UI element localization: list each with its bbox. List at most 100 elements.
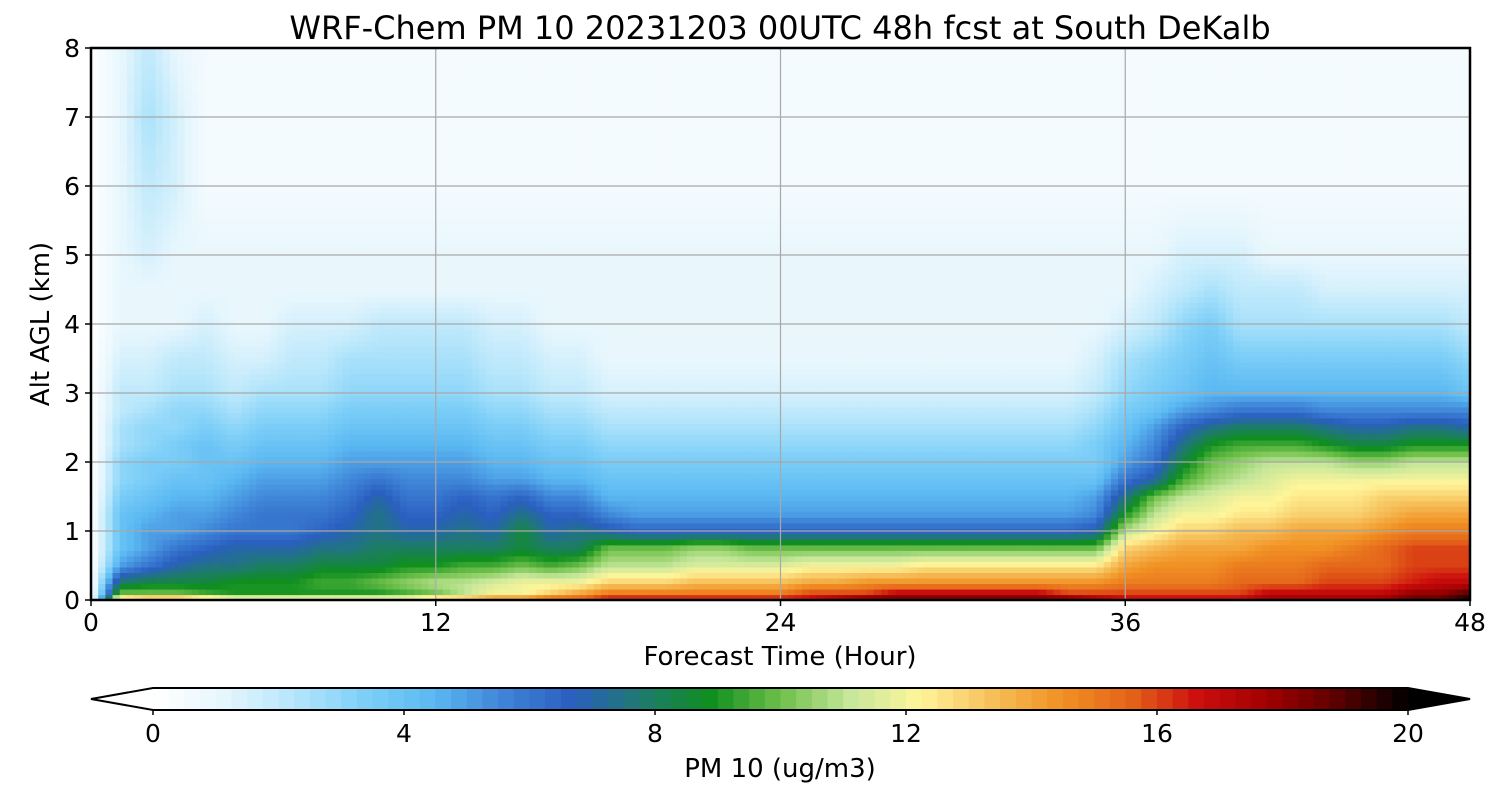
heatmap-cell [256, 566, 264, 573]
heatmap-cell [1297, 577, 1306, 585]
heatmap-cell [435, 533, 444, 540]
heatmap-cell [1362, 583, 1371, 590]
heatmap-cell [1168, 506, 1177, 513]
heatmap-cell [909, 566, 918, 573]
heatmap-cell [529, 517, 537, 524]
heatmap-cell [234, 495, 243, 502]
heatmap-cell [1103, 456, 1112, 463]
heatmap-cell [1161, 489, 1169, 496]
heatmap-cell [622, 577, 631, 585]
heatmap-cell [658, 522, 667, 529]
heatmap-cell [1211, 517, 1220, 524]
heatmap-cell [924, 544, 932, 551]
heatmap-cell [1197, 572, 1205, 579]
heatmap-cell [486, 522, 494, 529]
heatmap-cell [514, 583, 523, 590]
heatmap-cell [636, 489, 645, 496]
heatmap-cell [960, 517, 968, 524]
heatmap-cell [593, 533, 602, 540]
heatmap-cell [615, 583, 624, 590]
heatmap-cell [730, 533, 738, 540]
heatmap-cell [744, 517, 753, 524]
heatmap-cell [1082, 577, 1090, 585]
heatmap-cell [148, 456, 157, 463]
heatmap-cell [888, 500, 897, 507]
heatmap-cell [1168, 533, 1177, 540]
heatmap-cell [119, 561, 128, 568]
heatmap-cell [1362, 533, 1371, 540]
heatmap-cell [349, 533, 358, 540]
heatmap-cell [952, 473, 961, 480]
heatmap-cell [1067, 456, 1076, 463]
heatmap-cell [1247, 489, 1256, 496]
heatmap-cell [644, 555, 652, 562]
heatmap-cell [766, 456, 774, 463]
heatmap-cell [995, 572, 1004, 579]
heatmap-cell [816, 489, 825, 496]
heatmap-cell [1067, 467, 1076, 474]
heatmap-cell [1168, 456, 1177, 463]
heatmap-cell [299, 550, 308, 557]
heatmap-cell [1276, 489, 1284, 496]
heatmap-cell [414, 533, 422, 540]
heatmap-cell [988, 550, 997, 557]
heatmap-cell [1448, 544, 1457, 551]
heatmap-cell [1240, 566, 1248, 573]
heatmap-cell [112, 566, 121, 573]
heatmap-cell [457, 495, 466, 502]
heatmap-cell [205, 544, 214, 551]
heatmap-cell [873, 489, 882, 496]
heatmap-cell [457, 577, 466, 585]
heatmap-cell [974, 462, 983, 469]
heatmap-cell [306, 473, 315, 480]
heatmap-cell [486, 467, 494, 474]
heatmap-cell [981, 489, 990, 496]
heatmap-cell [141, 533, 150, 540]
heatmap-cell [1268, 550, 1277, 557]
heatmap-cell [952, 539, 961, 546]
heatmap-cell [1017, 473, 1026, 480]
heatmap-cell [162, 517, 171, 524]
heatmap-cell [1074, 500, 1083, 507]
heatmap-cell [1060, 506, 1069, 513]
heatmap-cell [521, 588, 530, 596]
heatmap-cell [845, 572, 853, 579]
heatmap-cell [1326, 550, 1335, 557]
heatmap-cell [1010, 467, 1019, 474]
heatmap-cell [952, 522, 961, 529]
heatmap-cell [1204, 594, 1213, 601]
heatmap-cell [543, 467, 552, 474]
heatmap-cell [1261, 456, 1270, 463]
heatmap-cell [421, 517, 430, 524]
heatmap-cell [809, 478, 818, 485]
heatmap-cell [198, 588, 207, 596]
heatmap-cell [859, 522, 868, 529]
heatmap-cell [328, 473, 336, 480]
heatmap-cell [241, 583, 250, 590]
heatmap-cell [687, 539, 695, 546]
heatmap-cell [213, 500, 221, 507]
heatmap-cell [320, 594, 329, 601]
heatmap-cell [1326, 484, 1335, 491]
heatmap-cell [356, 594, 365, 601]
heatmap-cell [881, 555, 889, 562]
heatmap-cell [881, 544, 889, 551]
heatmap-cell [1347, 555, 1356, 562]
heatmap-cell [895, 544, 904, 551]
heatmap-cell [529, 539, 537, 546]
heatmap-cell [902, 539, 911, 546]
heatmap-cell [299, 467, 308, 474]
heatmap-cell [737, 506, 746, 513]
heatmap-cell [852, 495, 861, 502]
heatmap-cell [816, 555, 825, 562]
heatmap-cell [1218, 577, 1227, 585]
heatmap-cell [945, 489, 954, 496]
heatmap-cell [1462, 566, 1471, 573]
heatmap-cell [306, 594, 315, 601]
heatmap-cell [701, 594, 710, 601]
heatmap-cell [679, 511, 688, 518]
heatmap-cell [845, 511, 853, 518]
heatmap-cell [708, 511, 717, 518]
heatmap-cell [292, 544, 300, 551]
heatmap-cell [866, 533, 875, 540]
